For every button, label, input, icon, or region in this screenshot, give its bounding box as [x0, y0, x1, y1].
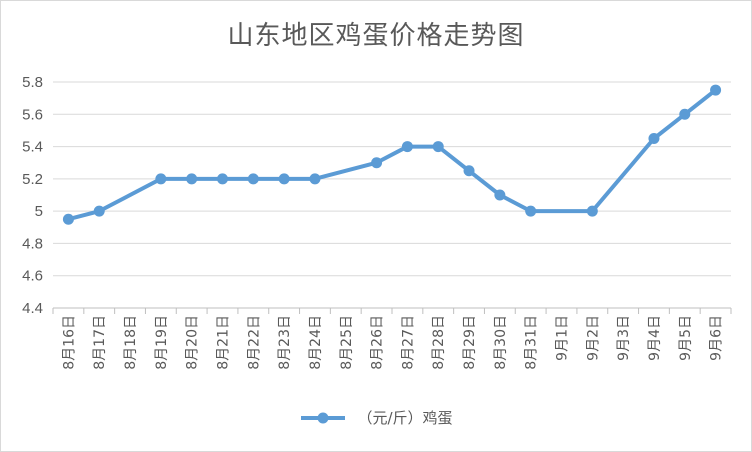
x-tick-label: 8月27日 — [400, 315, 416, 370]
y-tick-label: 5.6 — [22, 106, 43, 123]
data-point — [278, 173, 290, 185]
x-tick-label: 9月4日 — [647, 315, 663, 361]
y-tick-label: 5 — [35, 203, 43, 220]
data-point — [432, 141, 444, 153]
x-tick-label: 8月31日 — [524, 315, 540, 370]
data-point — [494, 189, 506, 201]
data-point — [62, 213, 74, 225]
x-tick-label: 8月30日 — [493, 315, 509, 370]
x-tick-label: 8月29日 — [462, 315, 478, 370]
data-point — [371, 157, 383, 169]
x-tick-label: 9月1日 — [555, 315, 571, 361]
x-tick-label: 8月21日 — [216, 315, 232, 370]
legend-label: （元/斤）鸡蛋 — [357, 409, 453, 427]
series-line — [66, 88, 718, 222]
x-tick-label: 8月19日 — [154, 315, 170, 370]
data-point — [679, 108, 691, 120]
x-tick-label: 8月24日 — [308, 315, 324, 370]
y-tick-label: 4.6 — [22, 268, 43, 285]
legend: （元/斤）鸡蛋 — [1, 407, 751, 429]
x-tick-label: 8月16日 — [61, 315, 77, 370]
data-point — [463, 165, 475, 177]
y-tick-label: 4.4 — [22, 300, 43, 317]
y-tick-label: 5.8 — [22, 74, 43, 91]
legend-line-marker — [301, 412, 346, 423]
data-point — [247, 173, 259, 185]
x-tick-label: 9月2日 — [585, 315, 601, 361]
x-tick-label: 8月17日 — [92, 315, 108, 370]
data-point — [710, 84, 722, 96]
y-tick-label: 4.8 — [22, 235, 43, 252]
x-axis: 8月16日 8月17日 8月18日 8月19日 8月20日 8月21日 8月22日 8月23日… — [52, 308, 732, 370]
x-tick-label: 9月6日 — [709, 315, 725, 361]
x-tick-label: 8月20日 — [185, 315, 201, 370]
data-point — [525, 205, 537, 217]
x-tick-label: 8月26日 — [370, 315, 386, 370]
data-point — [648, 133, 660, 144]
data-point — [155, 173, 167, 185]
data-point — [217, 173, 228, 185]
x-tick-label: 9月5日 — [678, 315, 694, 361]
series-egg-price — [62, 84, 722, 225]
x-tick-label: 8月28日 — [431, 315, 447, 370]
x-tick-label: 8月22日 — [246, 315, 262, 370]
x-tick-label: 8月18日 — [123, 315, 139, 370]
gridlines — [53, 81, 731, 309]
y-axis-ticks: 4.4 4.6 4.8 5 5.2 5.4 5.6 5.8 — [22, 74, 43, 317]
data-point — [186, 173, 198, 185]
data-point — [401, 141, 413, 153]
x-tick-label: 8月23日 — [277, 315, 293, 370]
y-tick-label: 5.4 — [22, 139, 43, 156]
chart-title: 山东地区鸡蛋价格走势图 — [227, 21, 525, 51]
data-point — [586, 205, 598, 217]
data-point — [309, 173, 321, 185]
data-point — [93, 205, 105, 217]
x-tick-label: 8月25日 — [339, 315, 355, 370]
y-tick-label: 5.2 — [22, 171, 43, 188]
x-tick-label: 9月3日 — [616, 315, 632, 361]
